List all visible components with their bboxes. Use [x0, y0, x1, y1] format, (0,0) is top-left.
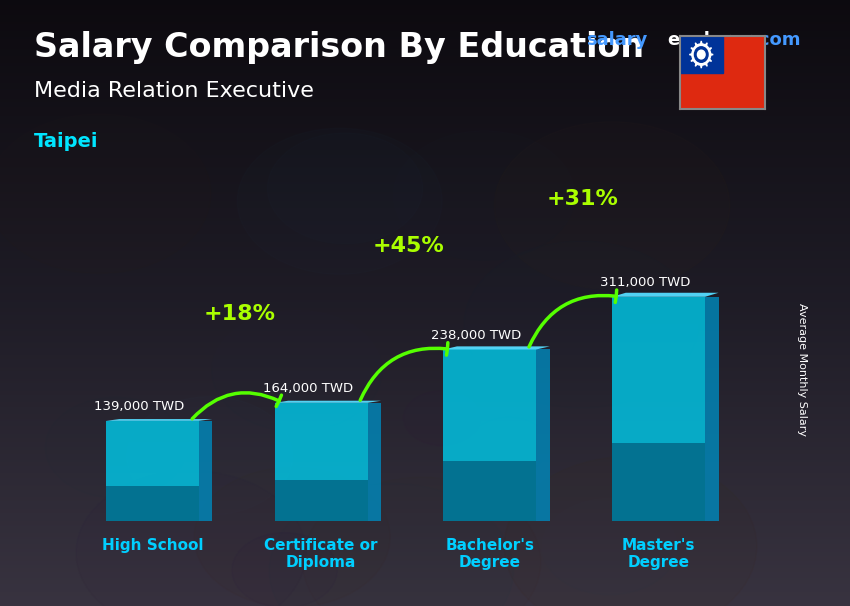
Polygon shape — [698, 55, 704, 68]
Circle shape — [269, 484, 513, 606]
Polygon shape — [699, 43, 707, 56]
Circle shape — [268, 133, 422, 244]
Text: .com: .com — [752, 30, 801, 48]
Text: +45%: +45% — [373, 236, 445, 256]
Circle shape — [127, 397, 292, 515]
Polygon shape — [691, 52, 703, 61]
Text: +18%: +18% — [204, 304, 276, 324]
Bar — [444, 350, 536, 521]
Circle shape — [76, 471, 306, 606]
Bar — [106, 421, 199, 521]
Circle shape — [237, 128, 442, 275]
Circle shape — [464, 241, 698, 408]
Text: +31%: +31% — [547, 189, 619, 209]
Circle shape — [469, 417, 549, 474]
Text: 164,000 TWD: 164,000 TWD — [263, 382, 353, 395]
Bar — [680, 36, 722, 73]
Polygon shape — [700, 48, 711, 58]
Polygon shape — [106, 419, 212, 421]
Circle shape — [692, 44, 711, 65]
FancyArrowPatch shape — [529, 290, 616, 347]
Polygon shape — [536, 350, 550, 521]
Circle shape — [697, 50, 706, 59]
Bar — [275, 403, 367, 521]
Circle shape — [194, 467, 390, 606]
Bar — [275, 480, 367, 521]
Polygon shape — [700, 52, 711, 61]
Polygon shape — [695, 43, 704, 56]
Text: salary: salary — [586, 30, 648, 48]
Polygon shape — [275, 401, 381, 403]
Bar — [106, 486, 199, 521]
Text: 311,000 TWD: 311,000 TWD — [600, 276, 690, 289]
Text: Media Relation Executive: Media Relation Executive — [34, 81, 314, 101]
Text: 139,000 TWD: 139,000 TWD — [94, 401, 184, 413]
FancyArrowPatch shape — [360, 343, 448, 401]
Polygon shape — [699, 53, 707, 66]
Bar — [612, 297, 706, 521]
Polygon shape — [689, 51, 701, 58]
Text: Salary Comparison By Education: Salary Comparison By Education — [34, 30, 644, 64]
Bar — [612, 442, 706, 521]
Circle shape — [504, 456, 756, 606]
Polygon shape — [367, 403, 381, 521]
Polygon shape — [199, 421, 212, 521]
Polygon shape — [612, 293, 718, 297]
Polygon shape — [701, 51, 713, 58]
Polygon shape — [695, 53, 704, 66]
Circle shape — [694, 47, 708, 62]
FancyArrowPatch shape — [192, 393, 281, 419]
Text: explorer: explorer — [667, 30, 752, 48]
Circle shape — [495, 122, 730, 290]
Text: Taipei: Taipei — [34, 132, 99, 152]
Circle shape — [404, 391, 480, 445]
Polygon shape — [691, 48, 703, 58]
Polygon shape — [698, 41, 704, 55]
Circle shape — [232, 533, 337, 606]
Text: 238,000 TWD: 238,000 TWD — [431, 329, 522, 342]
Text: Average Monthly Salary: Average Monthly Salary — [796, 303, 807, 436]
Bar — [444, 461, 536, 521]
Polygon shape — [444, 347, 550, 350]
Polygon shape — [706, 297, 718, 521]
